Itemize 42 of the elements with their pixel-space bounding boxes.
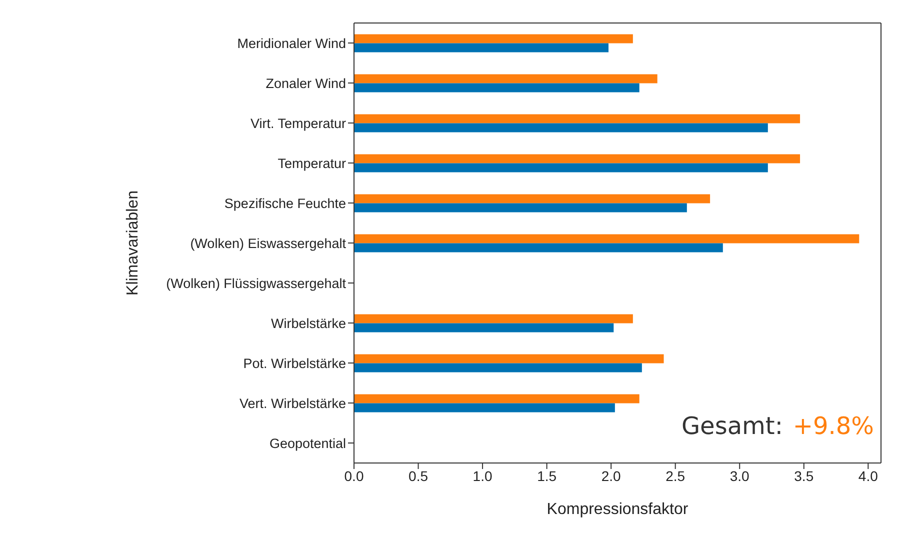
x-tick-label: 4.0 [858,468,878,484]
y-tick-label: Temperatur [278,156,346,171]
y-tick-label: (Wolken) Eiswassergehalt [190,236,346,251]
x-tick-label: 2.5 [666,468,686,484]
y-tick-label: (Wolken) Flüssigwassergehalt [166,276,346,291]
bar [354,323,614,332]
x-tick-label: 0.0 [344,468,364,484]
y-tick-label: Wirbelstärke [270,316,346,331]
x-tick-label: 0.5 [408,468,428,484]
bar [354,363,642,372]
x-axis-title: Kompressionsfaktor [546,501,689,518]
bar [354,74,658,84]
bar [354,163,768,172]
bar [354,354,664,364]
y-tick-label: Meridionaler Wind [237,36,346,51]
bar [354,83,640,92]
y-tick-label: Geopotential [269,436,346,451]
y-tick-label: Spezifische Feuchte [224,196,346,211]
y-tick-label: Zonaler Wind [266,76,346,91]
bar [354,114,800,124]
bar [354,243,723,252]
x-tick-label: 1.5 [537,468,557,484]
x-tick-label: 3.0 [730,468,750,484]
bar [354,403,615,412]
y-tick-label: Virt. Temperatur [250,116,346,131]
bar [354,314,633,324]
bar [354,194,710,204]
bar [354,34,633,44]
bar [354,234,860,244]
annotation: Gesamt: [681,412,783,440]
x-tick-label: 2.0 [601,468,622,484]
bar [354,154,800,164]
y-tick-label: Pot. Wirbelstärke [243,356,346,371]
y-tick-label: Vert. Wirbelstärke [239,396,346,411]
bar [354,123,768,132]
y-axis-title: Klimavariablen [124,190,142,296]
bar [354,203,687,212]
bar [354,394,640,404]
bar [354,43,608,52]
x-tick-label: 1.0 [472,468,492,484]
x-tick-label: 3.5 [794,468,814,484]
annotation: +9.8% [792,412,874,440]
